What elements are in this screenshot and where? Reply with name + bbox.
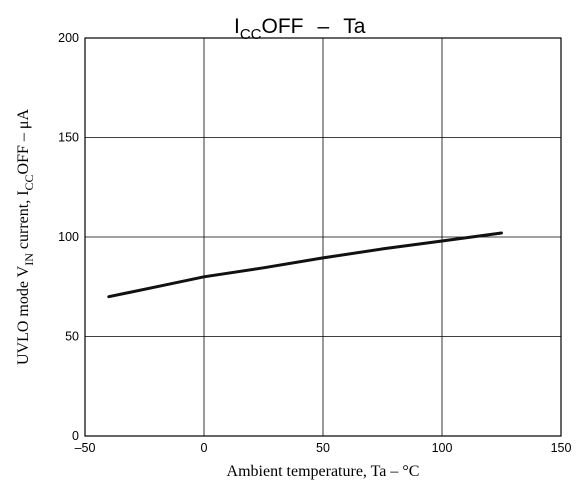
y-axis-label-part2: current, I xyxy=(15,190,32,253)
chart-title-variable: Ta xyxy=(343,15,366,38)
chart-title-subscript: CC xyxy=(240,26,262,43)
grid-lines xyxy=(85,38,561,436)
series-line-0 xyxy=(107,231,503,299)
chart-title-suffix: OFF xyxy=(262,15,304,38)
x-tick-label: 150 xyxy=(551,441,572,455)
x-tick-label: 100 xyxy=(432,441,453,455)
chart-title-dash: – xyxy=(318,15,330,38)
y-tick-label: 100 xyxy=(58,230,79,244)
x-tick-label: –50 xyxy=(75,441,96,455)
series-group xyxy=(107,231,503,299)
y-tick-labels: 0 50 100 150 200 xyxy=(58,31,79,443)
y-tick-label: 200 xyxy=(58,31,79,45)
chart-title: ICCOFF – Ta xyxy=(234,15,366,43)
y-axis-label-sub2: CC xyxy=(22,174,36,190)
y-tick-label: 50 xyxy=(65,330,79,344)
x-tick-label: 50 xyxy=(316,441,330,455)
y-axis-label-part1: UVLO mode V xyxy=(15,265,32,365)
y-tick-label: 150 xyxy=(58,131,79,145)
y-axis-label: UVLO mode VIN current, ICCOFF – μA xyxy=(15,109,36,366)
x-tick-label: 0 xyxy=(201,441,208,455)
x-tick-labels: –50 0 50 100 150 xyxy=(75,441,572,455)
y-tick-label: 0 xyxy=(72,429,79,443)
y-axis-label-sub1: IN xyxy=(22,253,36,266)
x-axis-label: Ambient temperature, Ta – °C xyxy=(227,463,420,480)
plot-frame xyxy=(84,37,562,437)
chart-title-prefix: I xyxy=(234,15,240,38)
y-axis-label-part3: OFF – μA xyxy=(15,109,32,175)
